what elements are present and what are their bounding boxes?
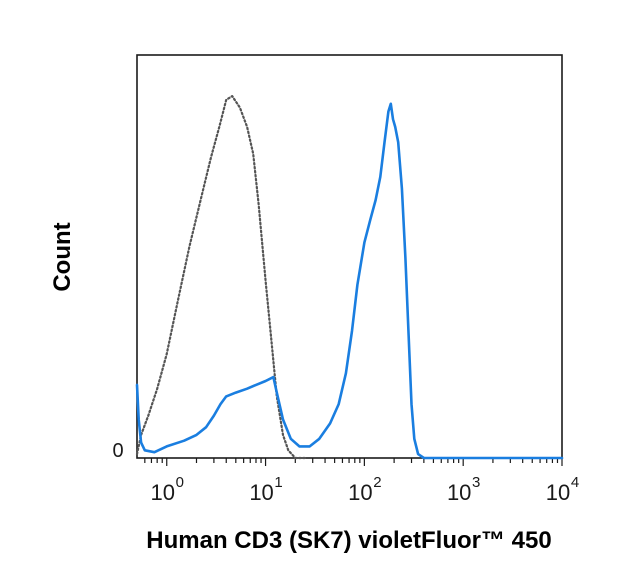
x-tick-base: 10 — [546, 480, 570, 505]
y-axis-title: Count — [49, 222, 76, 291]
x-tick-exponent: 3 — [472, 474, 480, 491]
x-tick-label: 10 0 — [151, 474, 184, 505]
x-tick-base: 10 — [447, 480, 471, 505]
x-tick-exponent: 0 — [176, 474, 184, 491]
x-tick-label: 10 4 — [546, 474, 579, 505]
x-tick-base: 10 — [249, 480, 273, 505]
x-axis-tick-labels: 10 0 10 1 10 2 10 3 10 4 — [151, 474, 580, 505]
x-tick-exponent: 4 — [571, 474, 579, 491]
x-tick-exponent: 1 — [274, 474, 282, 491]
x-tick-exponent: 2 — [373, 474, 381, 491]
x-axis-ticks — [144, 458, 563, 466]
stained-histogram-line — [135, 102, 564, 460]
y-axis-tick-labels: 0 — [112, 440, 123, 462]
control-histogram-line — [135, 95, 306, 460]
y-tick-label: 0 — [112, 440, 123, 462]
x-tick-label: 10 1 — [249, 474, 282, 505]
x-tick-label: 10 3 — [447, 474, 480, 505]
x-tick-label: 10 2 — [348, 474, 381, 505]
series-layer — [135, 95, 564, 460]
x-tick-base: 10 — [151, 480, 175, 505]
x-axis-title: Human CD3 (SK7) violetFluor™ 450 — [146, 527, 551, 554]
plot-frame — [136, 54, 563, 459]
x-tick-base: 10 — [348, 480, 372, 505]
